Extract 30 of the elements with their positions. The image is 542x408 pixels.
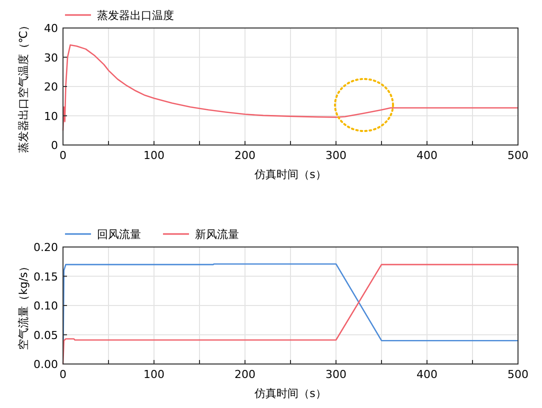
x-tick-label: 400 <box>416 149 438 162</box>
x-tick-label: 300 <box>326 149 346 162</box>
y-tick-label: 40 <box>44 22 58 35</box>
legend-label: 回风流量 <box>97 228 141 241</box>
x-axis-title: 仿真时间（s） <box>254 387 326 400</box>
legend-label: 新风流量 <box>195 228 239 241</box>
x-tick-label: 0 <box>60 368 66 381</box>
y-tick-label: 20 <box>44 80 58 94</box>
x-tick-label: 400 <box>416 368 438 381</box>
y-tick-label: 0 <box>51 139 58 152</box>
y-tick-label: 0.20 <box>34 241 58 254</box>
x-tick-label: 200 <box>234 368 256 381</box>
y-tick-label: 0.00 <box>34 358 58 371</box>
x-tick-label: 100 <box>144 368 164 381</box>
y-axis-title: 空气流量（kg/s） <box>17 261 30 350</box>
x-tick-label: 300 <box>326 368 346 381</box>
x-tick-label: 500 <box>508 368 528 381</box>
line-series <box>62 263 519 342</box>
y-tick-label: 30 <box>44 51 58 64</box>
x-tick-label: 500 <box>508 149 528 162</box>
y-tick-label: 0.15 <box>34 270 58 284</box>
legend-label: 蒸发器出口温度 <box>97 9 174 22</box>
x-tick-label: 0 <box>60 149 66 162</box>
x-axis-title: 仿真时间（s） <box>254 168 326 181</box>
y-tick-label: 10 <box>44 110 58 123</box>
y-tick-label: 0.05 <box>34 328 58 342</box>
x-tick-label: 200 <box>234 149 256 162</box>
y-tick-label: 0.10 <box>34 300 58 312</box>
x-tick-label: 100 <box>144 149 164 162</box>
y-axis-title: 蒸发器出口空气温度（℃） <box>17 20 30 154</box>
